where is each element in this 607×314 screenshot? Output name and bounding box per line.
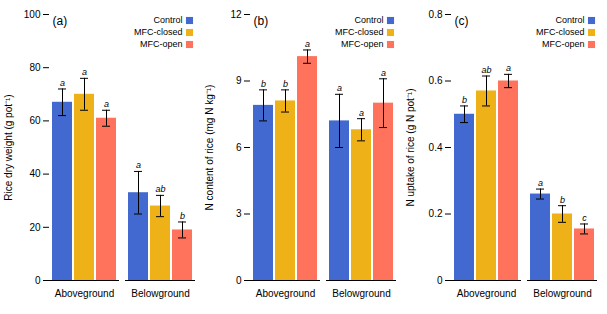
svg-text:Rice dry weight (g pot⁻¹): Rice dry weight (g pot⁻¹) (3, 94, 14, 200)
svg-text:b: b (180, 211, 185, 221)
svg-text:6: 6 (236, 142, 242, 153)
svg-text:12: 12 (230, 9, 242, 20)
svg-text:a: a (538, 178, 543, 188)
svg-text:a: a (359, 108, 364, 118)
svg-text:b: b (261, 79, 266, 89)
svg-text:c: c (582, 213, 587, 223)
svg-text:N content of rice (mg N kg⁻¹): N content of rice (mg N kg⁻¹) (204, 85, 215, 211)
svg-text:0: 0 (236, 275, 242, 286)
svg-text:(c): (c) (455, 14, 469, 28)
svg-text:a: a (381, 68, 386, 78)
svg-text:(a): (a) (53, 14, 68, 28)
svg-text:Aboveground: Aboveground (256, 288, 316, 299)
svg-text:0.8: 0.8 (429, 9, 443, 20)
svg-text:b: b (462, 95, 467, 105)
svg-text:a: a (82, 67, 87, 77)
svg-text:MFC-open: MFC-open (140, 39, 183, 49)
svg-text:Aboveground: Aboveground (55, 288, 115, 299)
svg-text:0: 0 (35, 275, 41, 286)
svg-text:60: 60 (29, 115, 41, 126)
svg-text:ab: ab (155, 184, 165, 194)
svg-text:0.2: 0.2 (429, 208, 443, 219)
svg-text:Control: Control (354, 15, 383, 25)
svg-text:a: a (337, 83, 342, 93)
svg-text:MFC-open: MFC-open (542, 39, 585, 49)
svg-text:Belowground: Belowground (131, 288, 189, 299)
svg-text:a: a (60, 78, 65, 88)
svg-text:Aboveground: Aboveground (457, 288, 517, 299)
svg-text:a: a (506, 63, 511, 73)
svg-text:0.6: 0.6 (429, 75, 443, 86)
svg-text:Control: Control (153, 15, 182, 25)
svg-text:3: 3 (236, 208, 242, 219)
svg-text:MFC-closed: MFC-closed (134, 27, 183, 37)
svg-text:40: 40 (29, 168, 41, 179)
svg-text:20: 20 (29, 222, 41, 233)
svg-text:a: a (136, 160, 141, 170)
svg-text:b: b (560, 195, 565, 205)
svg-text:0.4: 0.4 (429, 142, 443, 153)
svg-text:9: 9 (236, 75, 242, 86)
svg-text:b: b (283, 79, 288, 89)
svg-text:N uptake of rice (g N pot⁻¹): N uptake of rice (g N pot⁻¹) (405, 88, 416, 206)
svg-text:a: a (305, 39, 310, 49)
svg-text:MFC-closed: MFC-closed (335, 27, 384, 37)
svg-text:MFC-closed: MFC-closed (536, 27, 585, 37)
svg-text:ab: ab (481, 65, 491, 75)
svg-text:Belowground: Belowground (533, 288, 591, 299)
svg-text:(b): (b) (254, 14, 269, 28)
svg-text:a: a (104, 99, 109, 109)
svg-text:0: 0 (437, 275, 443, 286)
svg-text:80: 80 (29, 62, 41, 73)
svg-text:100: 100 (24, 9, 41, 20)
svg-text:MFC-open: MFC-open (341, 39, 384, 49)
svg-text:Belowground: Belowground (332, 288, 390, 299)
svg-text:Control: Control (555, 15, 584, 25)
